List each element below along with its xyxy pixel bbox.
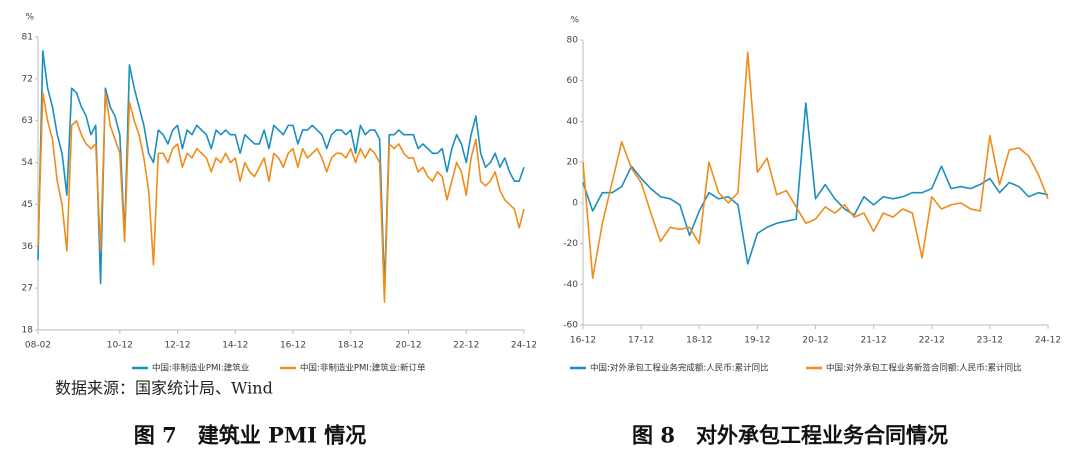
y-tick-label: -60 (563, 321, 578, 331)
x-tick-label: 23-12 (977, 336, 1003, 346)
y-tick-label: -20 (563, 239, 578, 249)
y-unit: % (570, 16, 579, 26)
y-tick-label: 20 (567, 158, 579, 168)
y-tick-label: 80 (567, 36, 579, 46)
y-tick-label: 0 (572, 198, 578, 208)
y-tick-label: 63 (22, 116, 33, 126)
x-tick-label: 17-12 (628, 336, 654, 346)
source-note: 数据来源：国家统计局、Wind (55, 379, 273, 398)
x-tick-label: 14-12 (222, 341, 248, 351)
x-tick-label: 16-12 (570, 336, 596, 346)
legend-label: 中国:非制造业PMI:建筑业:新订单 (300, 363, 426, 374)
x-tick-label: 22-12 (453, 341, 479, 351)
y-tick-label: -40 (563, 280, 578, 290)
y-tick-label: 60 (567, 76, 579, 86)
x-tick-label: 18-12 (338, 341, 364, 351)
x-tick-label: 21-12 (861, 336, 887, 346)
x-tick-label: 20-12 (802, 336, 828, 346)
series-line (37, 92, 525, 303)
y-tick-label: 40 (567, 117, 579, 127)
x-tick-label: 19-12 (744, 336, 770, 346)
y-tick-label: 72 (22, 74, 33, 84)
y-tick-label: 18 (22, 326, 34, 336)
x-tick-label: 24-12 (1035, 336, 1061, 346)
figure-caption: 图 8 对外承包工程业务合同情况 (632, 423, 948, 448)
x-tick-label: 16-12 (280, 341, 306, 351)
legend-label: 中国:对外承包工程业务完成额:人民币:累计同比 (590, 363, 769, 374)
x-tick-label: 12-12 (164, 341, 190, 351)
x-tick-label: 10-12 (107, 341, 133, 351)
x-tick-label: 22-12 (919, 336, 945, 346)
y-tick-label: 54 (22, 158, 34, 168)
legend-label: 中国:非制造业PMI:建筑业 (152, 363, 249, 374)
figure-caption: 图 7 建筑业 PMI 情况 (134, 423, 366, 448)
series-line (582, 51, 1049, 279)
series-line (37, 50, 525, 289)
series-line (582, 102, 1049, 265)
y-tick-label: 36 (22, 242, 34, 252)
y-tick-label: 27 (22, 284, 33, 294)
y-unit: % (25, 13, 34, 23)
x-tick-label: 24-12 (511, 341, 537, 351)
legend-label: 中国:对外承包工程业务新签合同额:人民币:累计同比 (826, 363, 1022, 374)
y-tick-label: 45 (22, 200, 33, 210)
x-tick-label: 18-12 (686, 336, 712, 346)
x-tick-label: 08-02 (25, 341, 51, 351)
x-tick-label: 20-12 (395, 341, 421, 351)
y-tick-label: 81 (22, 33, 33, 43)
